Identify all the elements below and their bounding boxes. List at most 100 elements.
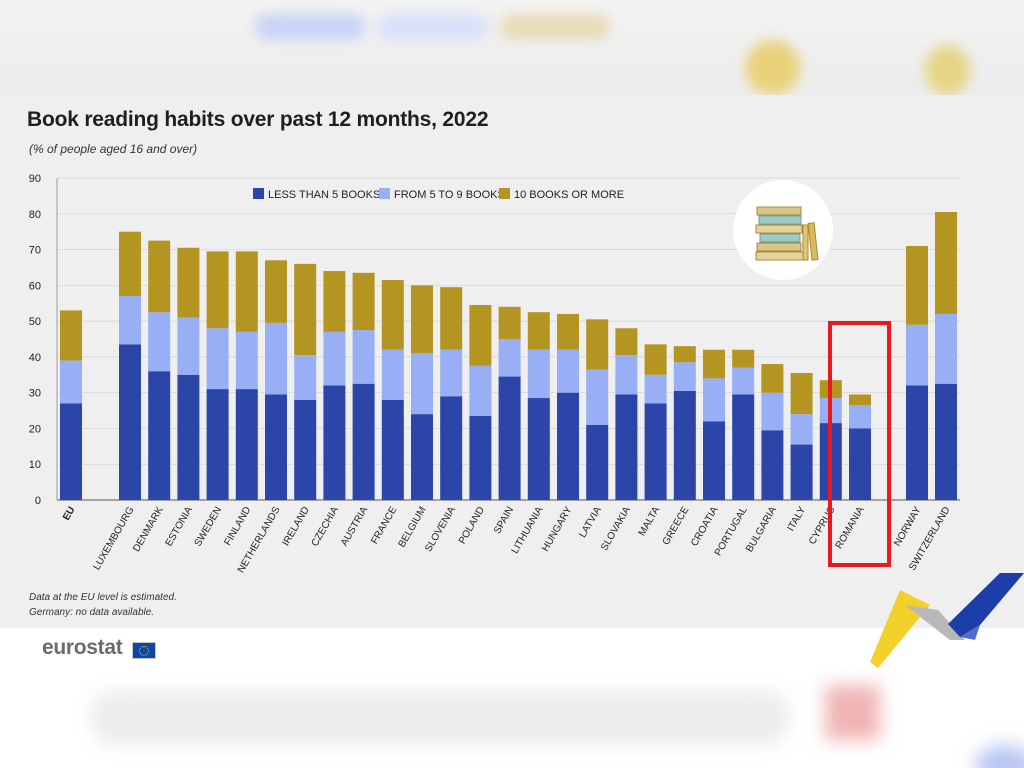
x-tick-label-bulgaria: BULGARIA	[744, 505, 779, 555]
bar-netherlands-series-2	[265, 322, 287, 395]
y-tick-label: 40	[29, 352, 41, 364]
bar-poland-series-2	[469, 365, 492, 416]
bar-norway-series-2	[906, 324, 928, 386]
bar-hungary-series-1	[557, 392, 579, 500]
x-tick-label-cyprus: CYPRUS	[807, 505, 838, 547]
bar-ireland-series-1	[294, 399, 317, 500]
footer: eurostat	[0, 628, 1024, 670]
legend-swatch-5-to-9	[379, 188, 390, 199]
bar-czechia-series-1	[323, 385, 346, 500]
bar-italy-series-2	[790, 414, 813, 445]
legend-item-less-than-5: LESS THAN 5 BOOKS	[253, 188, 380, 201]
bar-lithuania-series-1	[527, 398, 550, 500]
bar-ireland-series-2	[294, 355, 317, 400]
bar-spain-series-1	[498, 376, 521, 500]
note-germany-no-data: Germany: no data available.	[29, 607, 155, 618]
bar-malta-series-2	[644, 374, 667, 404]
bar-france-series-1	[381, 399, 404, 500]
bar-luxembourg-series-2	[119, 296, 141, 345]
legend-label-5-to-9: FROM 5 TO 9 BOOKS	[394, 189, 505, 201]
y-tick-label: 70	[29, 245, 41, 257]
bar-portugal-series-1	[732, 394, 755, 500]
bar-finland-series-3	[235, 251, 258, 332]
x-tick-label-malta: MALTA	[637, 505, 663, 538]
bar-greece-series-3	[673, 346, 696, 363]
x-tick-label-spain: SPAIN	[492, 505, 516, 536]
x-tick-label-romania: ROMANIA	[834, 505, 867, 551]
bar-denmark-series-1	[148, 371, 171, 500]
bar-bulgaria-series-2	[761, 392, 784, 431]
x-tick-label-ireland: IRELAND	[281, 505, 312, 548]
bar-estonia-series-1	[177, 374, 200, 500]
bar-estonia-series-3	[177, 247, 200, 318]
bar-romania-series-2	[849, 405, 871, 429]
bar-slovakia-series-1	[615, 394, 638, 500]
y-tick-label: 30	[29, 388, 41, 400]
bar-france-series-2	[381, 349, 404, 400]
bar-latvia-series-3	[586, 319, 609, 370]
bar-slovenia-series-3	[440, 287, 463, 350]
x-tick-label-denmark: DENMARK	[131, 505, 166, 554]
eurostat-logo: eurostat	[42, 636, 123, 659]
bar-bulgaria-series-1	[761, 430, 784, 500]
bar-slovenia-series-1	[440, 396, 463, 500]
bar-finland-series-2	[235, 331, 258, 390]
bar-belgium-series-3	[411, 285, 433, 354]
x-tick-label-norway: NORWAY	[892, 505, 924, 549]
bar-sweden-series-3	[206, 251, 229, 329]
bar-czechia-series-3	[323, 271, 346, 332]
x-tick-label-finland: FINLAND	[222, 505, 253, 548]
x-tick-label-luxembourg: LUXEMBOURG	[92, 505, 137, 572]
bar-netherlands-series-1	[265, 394, 287, 500]
bar-greece-series-1	[673, 390, 696, 500]
legend-item-10-or-more: 10 BOOKS OR MORE	[499, 188, 624, 201]
bar-lithuania-series-2	[527, 349, 550, 399]
legend-swatch-less-than-5	[253, 188, 264, 199]
y-tick-label: 0	[35, 495, 41, 507]
bar-bulgaria-series-3	[761, 364, 784, 393]
bar-denmark-series-2	[148, 312, 171, 372]
bar-france-series-3	[381, 279, 404, 350]
bar-belgium-series-2	[411, 353, 433, 415]
chart-card: Book reading habits over past 12 months,…	[0, 95, 1024, 628]
bar-greece-series-2	[673, 362, 696, 391]
bar-croatia-series-1	[703, 421, 725, 500]
x-tick-label-sweden: SWEDEN	[193, 505, 224, 549]
books-icon	[733, 180, 833, 280]
y-tick-label: 50	[29, 316, 41, 328]
x-tick-label-poland: POLAND	[457, 505, 487, 546]
y-tick-label: 60	[29, 280, 41, 292]
bar-portugal-series-3	[732, 349, 755, 368]
bar-slovakia-series-3	[615, 328, 638, 356]
bar-hungary-series-2	[557, 349, 579, 393]
x-tick-label-hungary: HUNGARY	[540, 505, 575, 554]
y-tick-label: 10	[29, 459, 41, 471]
blurred-background-top	[0, 0, 1024, 95]
legend-label-10-or-more: 10 BOOKS OR MORE	[514, 189, 624, 201]
x-tick-label-belgium: BELGIUM	[397, 505, 429, 549]
bar-malta-series-1	[644, 403, 667, 500]
bar-eu-series-2	[60, 360, 82, 404]
bar-switzerland-series-1	[935, 383, 957, 500]
bar-austria-series-3	[352, 272, 375, 331]
bar-spain-series-3	[498, 306, 521, 339]
bar-austria-series-2	[352, 330, 375, 384]
blurred-background-bottom	[0, 670, 1024, 768]
bar-latvia-series-2	[586, 369, 609, 425]
bar-finland-series-1	[235, 389, 258, 500]
bar-norway-series-3	[906, 245, 928, 325]
bar-luxembourg-series-1	[119, 344, 141, 500]
x-tick-label-eu: EU	[61, 505, 77, 523]
x-tick-label-greece: GREECE	[661, 505, 692, 547]
eu-flag-icon	[132, 642, 156, 659]
legend-label-less-than-5: LESS THAN 5 BOOKS	[268, 189, 380, 201]
bar-ireland-series-3	[294, 263, 317, 356]
bar-czechia-series-2	[323, 331, 346, 386]
bar-poland-series-1	[469, 415, 492, 500]
y-tick-label: 90	[29, 173, 41, 185]
bar-sweden-series-2	[206, 328, 229, 390]
x-tick-label-czechia: CZECHIA	[310, 505, 342, 549]
legend-swatch-10-or-more	[499, 188, 510, 199]
x-tick-label-estonia: ESTONIA	[164, 505, 196, 549]
x-tick-label-slovenia: SLOVENIA	[423, 505, 458, 554]
